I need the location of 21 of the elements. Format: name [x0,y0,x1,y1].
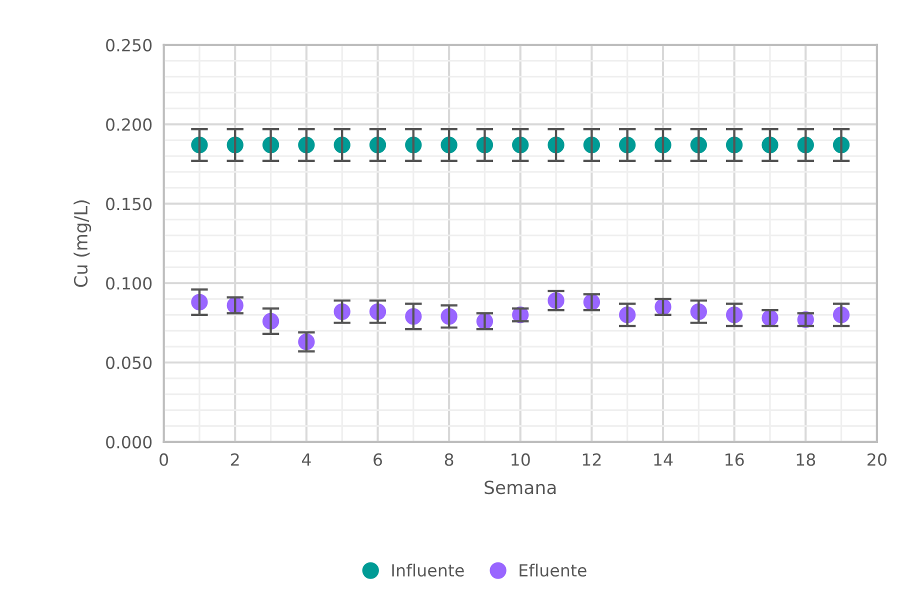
x-tick-label: 6 [374,453,382,466]
x-tick-label: 14 [654,454,673,466]
y-tick-label: 0.050 [106,356,152,370]
y-tick-label: 0.100 [106,277,152,290]
x-tick-label: 16 [726,453,744,466]
x-tick-label: 8 [444,453,454,466]
legend-label: Efluente [520,564,586,577]
y-axis-title: Cu (mg/L) [74,200,92,287]
x-tick-label: 0 [160,453,168,466]
y-tick-label: 0.150 [106,198,152,210]
x-axis-title: Semana [484,480,556,494]
x-tick-label: 12 [582,453,601,466]
legend-label: Influente [392,564,464,577]
x-tick-label: 18 [796,453,816,466]
y-tick-label: 0.200 [106,118,152,131]
y-tick-label: 0.000 [106,436,152,448]
x-tick-label: 10 [512,453,530,466]
x-tick-label: 20 [868,453,886,466]
y-tick-label: 0.250 [106,38,152,52]
x-tick-label: 4 [302,454,311,466]
x-tick-label: 2 [231,453,239,466]
